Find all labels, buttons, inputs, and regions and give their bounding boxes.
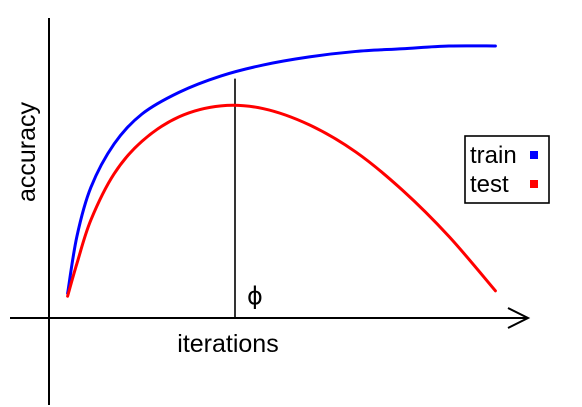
legend-train-label: train (470, 142, 517, 169)
legend-box (464, 135, 550, 204)
legend-train-swatch (530, 151, 538, 159)
y-axis-label: accuracy (13, 101, 41, 202)
x-axis-label: iterations (177, 330, 278, 358)
train-series-line (66, 44, 497, 296)
legend-test-swatch (530, 180, 538, 188)
legend: train test (464, 135, 550, 204)
legend-test-label: test (470, 171, 509, 198)
phi-label: ϕ (247, 282, 263, 310)
test-series-line (66, 103, 497, 298)
x-axis-arrowhead (507, 307, 531, 329)
